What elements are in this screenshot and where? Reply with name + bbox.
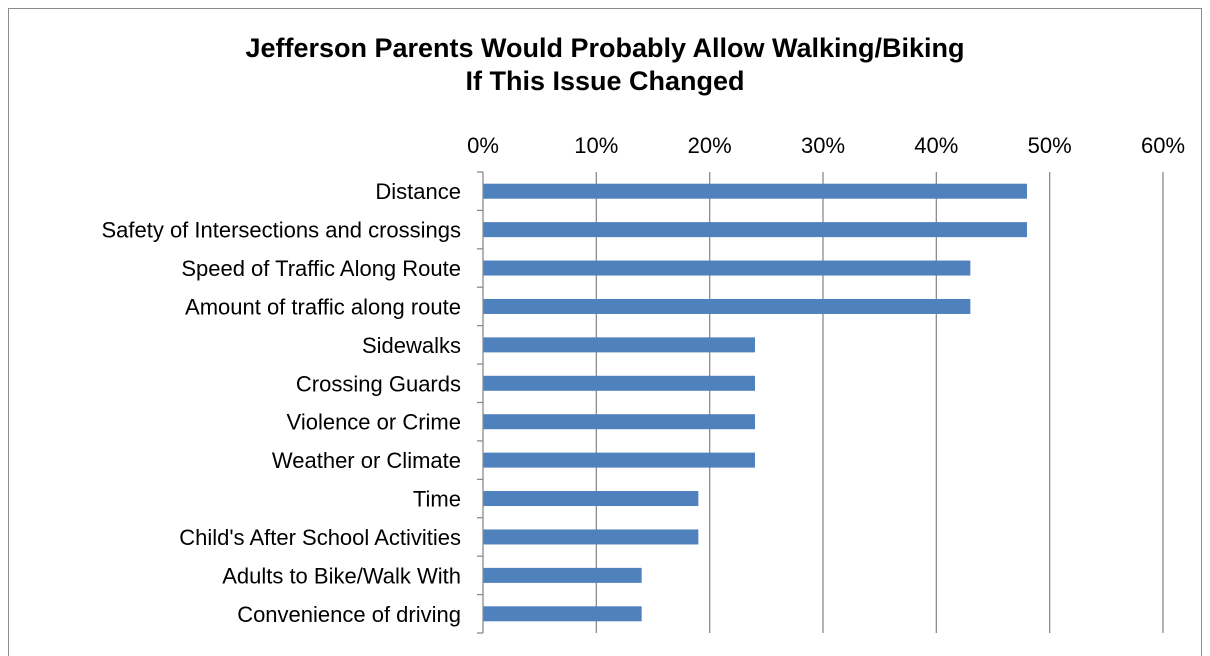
bar [483,183,1027,199]
x-tick-label: 50% [1028,133,1072,158]
x-tick-label: 0% [467,133,499,158]
chart-title-line-1: Jefferson Parents Would Probably Allow W… [245,33,965,63]
y-axis [477,171,484,634]
y-category-label: Time [413,487,461,512]
bar [483,529,699,545]
gridlines [595,172,1164,633]
chart-frame [8,8,1202,656]
bar [483,452,755,468]
x-tick-label: 40% [914,133,958,158]
bar [483,260,971,276]
y-category-label: Violence or Crime [287,410,461,435]
bar [483,337,755,353]
bars [483,183,1027,622]
bar [483,298,971,314]
chart-title-line-2: If This Issue Changed [465,66,745,96]
x-tick-label: 20% [688,133,732,158]
y-category-label: Adults to Bike/Walk With [222,563,461,588]
y-category-label: Child's After School Activities [179,525,461,550]
bar [483,491,699,507]
y-category-label: Amount of traffic along route [185,294,461,319]
y-category-label: Weather or Climate [272,448,461,473]
y-category-label: Sidewalks [362,333,461,358]
bar [483,567,642,583]
chart-title: Jefferson Parents Would Probably Allow W… [0,32,1210,98]
y-category-labels: Distance Safety of Intersections and cros… [101,179,461,627]
x-tick-label: 60% [1141,133,1185,158]
x-tick-label: 30% [801,133,845,158]
y-category-label: Crossing Guards [296,371,461,396]
y-category-label: Speed of Traffic Along Route [181,256,461,281]
x-tick-labels: 0% 10% 20% 30% 40% 50% 60% [467,133,1185,158]
bar [483,606,642,622]
bar [483,375,755,391]
y-category-label: Convenience of driving [237,602,461,627]
y-category-label: Distance [375,179,461,204]
x-tick-label: 10% [574,133,618,158]
bar [483,414,755,430]
bar [483,222,1027,238]
y-category-label: Safety of Intersections and crossings [101,218,461,243]
